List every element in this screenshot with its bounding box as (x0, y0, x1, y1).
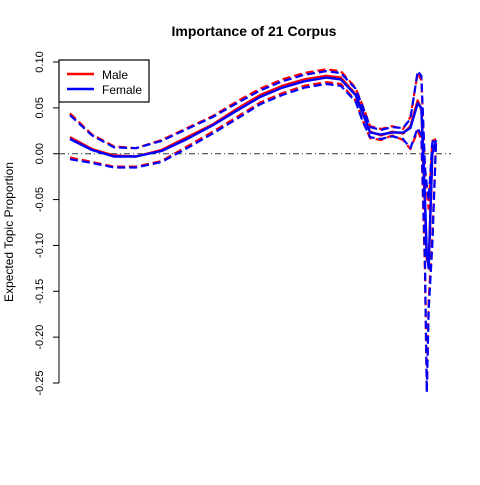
legend-label-female: Female (102, 83, 142, 97)
y-tick-label: -0.05 (34, 187, 46, 212)
y-tick-label: -0.25 (34, 370, 46, 395)
y-tick-label: -0.20 (34, 325, 46, 350)
legend-label-male: Male (102, 68, 128, 82)
chart-title: Importance of 21 Corpus (172, 23, 337, 39)
plot-series (69, 68, 438, 394)
y-tick-label: 0.05 (34, 97, 46, 118)
female-ci-lower-line (69, 82, 438, 394)
legend-box (58, 59, 150, 103)
y-tick-label: 0.10 (34, 51, 46, 72)
female-estimate-line (69, 76, 438, 270)
legend: Male Female (58, 59, 150, 103)
y-tick-label: 0.00 (34, 143, 46, 164)
y-tick-label: -0.10 (34, 233, 46, 258)
female-ci-upper-line (69, 70, 437, 201)
y-axis-ticks: 0.10 0.05 0.00 -0.05 -0.10 -0.15 -0.20 -0.25 (34, 51, 59, 396)
y-axis-title: Expected Topic Proportion (2, 162, 16, 302)
y-tick-label: -0.15 (34, 279, 46, 304)
male-estimate-line (69, 74, 438, 265)
